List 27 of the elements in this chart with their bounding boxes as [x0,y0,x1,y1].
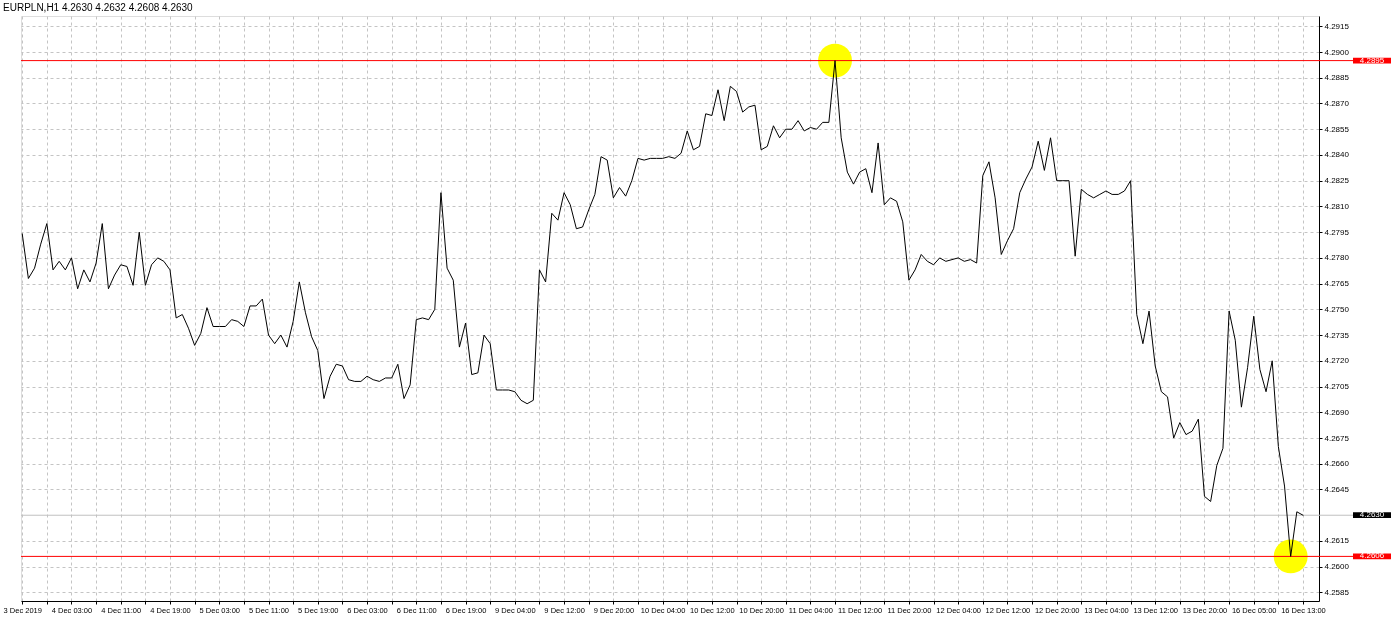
y-tick-label: 4.2840 [1324,150,1350,160]
ref-line-label: 4.2895 [1359,55,1385,65]
y-tick-label: 4.2870 [1324,98,1350,108]
y-tick-label: 4.2795 [1324,227,1350,237]
y-tick-label: 4.2915 [1324,21,1350,31]
ref-line-label: 4.2606 [1359,551,1385,561]
ref-line-label: 4.2630 [1359,510,1385,520]
y-tick-label: 4.2900 [1324,47,1350,57]
y-tick-label: 4.2705 [1324,382,1350,392]
y-tick-label: 4.2855 [1324,124,1350,134]
y-tick-label: 4.2780 [1324,253,1350,263]
y-tick-label: 4.2675 [1324,433,1350,443]
y-tick-label: 4.2885 [1324,73,1350,83]
y-tick-label: 4.2660 [1324,459,1350,469]
y-tick-label: 4.2825 [1324,176,1350,186]
chart-title: EURPLN,H1 4.2630 4.2632 4.2608 4.2630 [3,2,194,13]
y-tick-label: 4.2645 [1324,484,1350,494]
y-tick-label: 4.2735 [1324,330,1350,340]
y-tick-label: 4.2690 [1324,407,1350,417]
y-tick-label: 4.2600 [1324,562,1350,572]
y-tick-label: 4.2810 [1324,201,1350,211]
y-tick-label: 4.2585 [1324,587,1350,597]
line-series [21,60,1304,557]
y-tick-label: 4.2615 [1324,536,1350,546]
y-tick-label: 4.2750 [1324,304,1350,314]
y-tick-label: 4.2720 [1324,356,1350,366]
y-tick-label: 4.2765 [1324,279,1350,289]
